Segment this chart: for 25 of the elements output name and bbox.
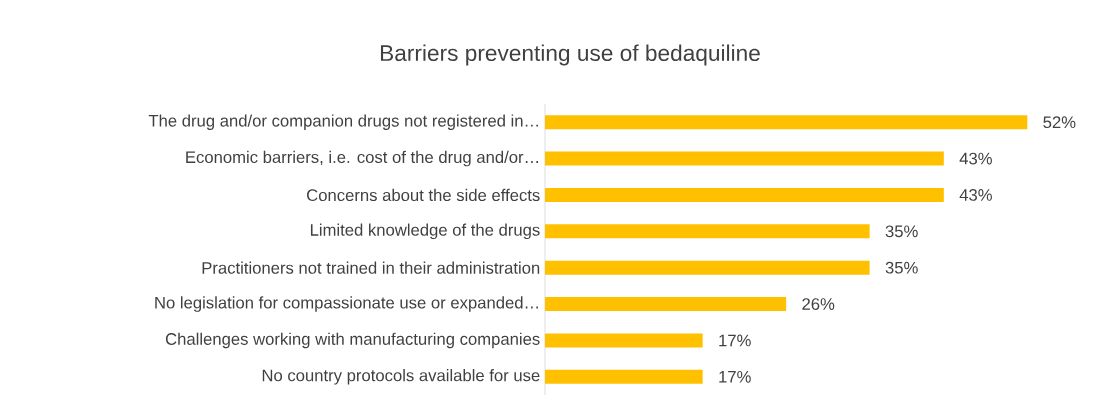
- data-label: 52%: [1043, 116, 1076, 129]
- bar: [545, 115, 1028, 130]
- data-label: 43%: [959, 152, 992, 165]
- y-tick-label: No country protocols available for use: [262, 369, 540, 385]
- y-tick-label: Economic barriers, i.e. cost of the drug and/or…: [186, 150, 538, 167]
- bar: [545, 187, 944, 202]
- data-label: 17%: [719, 370, 751, 383]
- data-label: 43%: [959, 189, 992, 201]
- data-label: 17%: [719, 334, 751, 347]
- y-tick-label: Limited knowledge of the drugs: [310, 223, 540, 240]
- bar: [545, 369, 703, 384]
- y-tick-label: No legislation for compassionate use or expanded…: [155, 296, 538, 312]
- bar: [545, 333, 703, 348]
- bar: [545, 297, 787, 312]
- chart-title: Barriers preventing use of bedaquiline: [380, 44, 760, 66]
- data-label: 35%: [885, 261, 918, 274]
- bar: [545, 151, 944, 166]
- bar: [545, 224, 870, 239]
- y-tick-label: Concerns about the side effects: [307, 188, 540, 202]
- data-label: 26%: [802, 298, 835, 310]
- y-tick-label: Challenges working with manufacturing companies: [165, 332, 540, 349]
- bar: [545, 260, 870, 275]
- y-tick-label: The drug and/or companion drugs not registered in…: [148, 114, 538, 130]
- data-label: 35%: [885, 225, 918, 238]
- y-tick-label: Practitioners not trained in their administration: [202, 261, 540, 274]
